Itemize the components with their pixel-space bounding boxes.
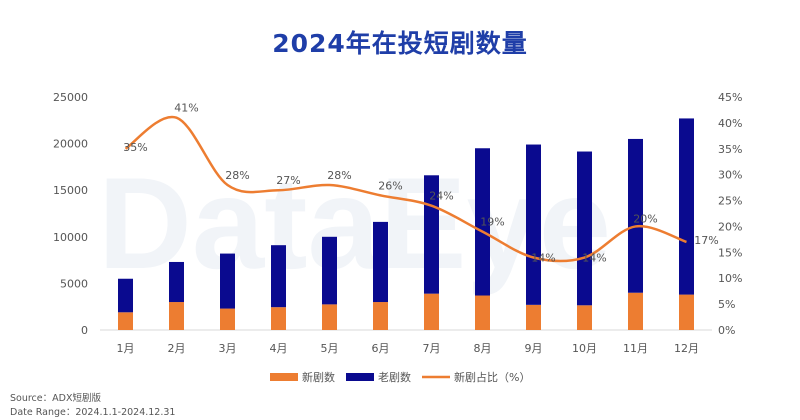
x-tick-label: 11月	[623, 342, 648, 355]
x-tick-label: 8月	[474, 342, 492, 355]
y-right-tick-label: 15%	[718, 246, 742, 259]
y-right-tick-label: 10%	[718, 272, 742, 285]
bar-old	[169, 261, 184, 303]
bar-old	[271, 245, 286, 308]
date-range-note: Date Range：2024.1.1-2024.12.31	[10, 407, 176, 418]
bar-old	[526, 144, 541, 305]
bar-old	[220, 253, 235, 309]
bar-new	[475, 295, 490, 330]
bar-old	[118, 278, 133, 313]
bar-new	[679, 294, 694, 330]
y-left-tick-label: 20000	[53, 138, 88, 151]
bar-new	[169, 302, 184, 330]
ratio-data-label: 27%	[276, 174, 300, 187]
x-tick-label: 5月	[321, 342, 339, 355]
bar-new	[322, 304, 337, 330]
y-right-tick-label: 40%	[718, 117, 742, 130]
y-left-tick-label: 5000	[60, 277, 88, 290]
y-left-tick-label: 0	[81, 324, 88, 337]
ratio-data-label: 19%	[480, 216, 504, 229]
bar-new	[577, 305, 592, 330]
bar-old	[475, 148, 490, 296]
x-tick-label: 6月	[372, 342, 390, 355]
y-right-tick-label: 0%	[718, 324, 735, 337]
y-left-tick-label: 10000	[53, 231, 88, 244]
ratio-data-label: 14%	[531, 252, 555, 265]
bar-new	[118, 312, 133, 330]
legend-swatch-old	[346, 373, 374, 381]
bar-new	[526, 304, 541, 330]
y-right-tick-label: 25%	[718, 195, 742, 208]
legend-label-ratio: 新剧占比（%）	[454, 370, 530, 384]
bar-new	[220, 308, 235, 330]
x-tick-label: 3月	[219, 342, 237, 355]
bar-old	[679, 118, 694, 295]
bar-old	[322, 236, 337, 305]
bar-new	[271, 307, 286, 330]
y-right-tick-label: 5%	[718, 298, 735, 311]
ratio-data-label: 14%	[582, 252, 606, 265]
chart-title: 2024年在投短剧数量	[272, 29, 528, 58]
x-tick-label: 4月	[270, 342, 288, 355]
x-tick-label: 2月	[168, 342, 186, 355]
ratio-data-label: 28%	[225, 169, 249, 182]
x-tick-label: 10月	[572, 342, 597, 355]
bar-new	[628, 292, 643, 330]
ratio-data-label: 41%	[174, 102, 198, 115]
x-tick-label: 9月	[525, 342, 543, 355]
bar-old	[628, 138, 643, 293]
legend-swatch-new	[270, 373, 298, 381]
bar-new	[373, 302, 388, 330]
legend-label-new: 新剧数	[302, 370, 335, 384]
x-tick-label: 1月	[117, 342, 135, 355]
y-left-tick-label: 15000	[53, 184, 88, 197]
y-right-tick-label: 30%	[718, 169, 742, 182]
source-note: Source：ADX短剧版	[10, 393, 101, 404]
ratio-data-label: 26%	[378, 179, 402, 192]
ratio-data-label: 20%	[633, 212, 657, 225]
y-right-tick-label: 45%	[718, 91, 742, 104]
bar-old	[373, 221, 388, 303]
y-right-tick-label: 20%	[718, 220, 742, 233]
ratio-data-label: 17%	[694, 234, 718, 247]
ratio-data-label: 24%	[429, 190, 453, 203]
bar-old	[577, 151, 592, 306]
x-tick-label: 12月	[674, 342, 699, 355]
ratio-data-label: 35%	[123, 141, 147, 154]
ratio-line	[124, 115, 687, 263]
bar-new	[424, 293, 439, 330]
y-right-tick-label: 35%	[718, 143, 742, 156]
x-tick-label: 7月	[423, 342, 441, 355]
y-left-tick-label: 25000	[53, 91, 88, 104]
legend-label-old: 老剧数	[378, 371, 411, 384]
ratio-data-label: 28%	[327, 169, 351, 182]
